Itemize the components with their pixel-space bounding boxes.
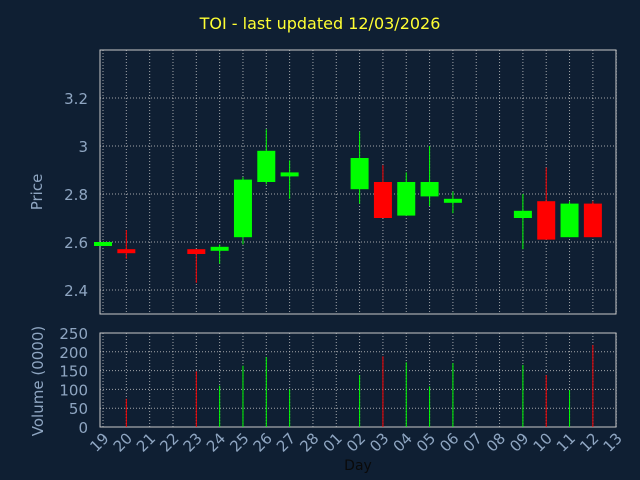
- x-tick-label: 09: [506, 429, 532, 455]
- candle-body: [350, 158, 369, 190]
- candle-body: [280, 172, 299, 177]
- candle-body: [187, 249, 206, 254]
- candle-body: [257, 150, 276, 182]
- x-tick-labels: 1920212223242526272801020304050607080910…: [86, 429, 625, 455]
- volume-axis-label: Volume (0000): [29, 325, 47, 437]
- x-tick-label: 28: [296, 429, 322, 455]
- x-tick-label: 03: [366, 429, 392, 455]
- price-tick-label: 2.4: [64, 282, 88, 300]
- x-tick-label: 27: [273, 429, 299, 455]
- candle-body: [420, 182, 439, 197]
- x-tick-label: 24: [203, 429, 229, 455]
- candle-body: [443, 198, 462, 203]
- x-tick-label: 13: [600, 429, 626, 455]
- candle-body: [513, 210, 532, 218]
- candle-body: [233, 179, 252, 238]
- chart-title: TOI - last updated 12/03/2026: [199, 14, 441, 33]
- x-tick-label: 19: [86, 429, 112, 455]
- x-tick-label: 25: [226, 429, 252, 455]
- candle-body: [560, 203, 579, 238]
- price-tick-label: 2.8: [64, 186, 88, 204]
- candle-body: [583, 203, 602, 238]
- x-tick-label: 07: [460, 429, 486, 455]
- candle-body: [537, 201, 556, 240]
- candle-body: [373, 182, 392, 218]
- volume-panel: [99, 332, 617, 428]
- volume-tick-label: 250: [59, 325, 88, 343]
- x-tick-label: 08: [483, 429, 509, 455]
- x-axis-label: Day: [344, 458, 372, 474]
- volume-tick-label: 200: [59, 344, 88, 362]
- volume-tick-label: 50: [69, 400, 88, 418]
- candle-body: [210, 246, 229, 251]
- x-tick-label: 22: [156, 429, 182, 455]
- x-tick-label: 21: [133, 429, 159, 455]
- price-tick-label: 3: [78, 138, 88, 156]
- x-tick-label: 04: [390, 429, 416, 455]
- x-tick-label: 05: [413, 429, 439, 455]
- candle-body: [397, 182, 416, 216]
- x-tick-label: 01: [320, 429, 346, 455]
- candles-group: [94, 129, 602, 283]
- volume-tick-label: 150: [59, 363, 88, 381]
- volume-tick-label: 100: [59, 381, 88, 399]
- price-tick-labels: 2.4 2.6 2.8 3 3.2: [64, 90, 88, 300]
- x-tick-label: 12: [576, 429, 602, 455]
- price-tick-label: 2.6: [64, 234, 88, 252]
- candle-body: [94, 242, 112, 246]
- x-tick-label: 11: [553, 429, 579, 455]
- x-tick-label: 23: [180, 429, 206, 455]
- x-tick-label: 26: [250, 429, 276, 455]
- candle-body: [117, 249, 136, 254]
- price-axis-label: Price: [28, 173, 46, 211]
- volume-bars-group: [125, 345, 594, 427]
- x-tick-label: 10: [530, 429, 556, 455]
- x-tick-label: 02: [343, 429, 369, 455]
- x-tick-label: 06: [436, 429, 462, 455]
- volume-tick-label: 0: [78, 419, 88, 437]
- price-tick-label: 3.2: [64, 90, 88, 108]
- x-tick-label: 20: [110, 429, 136, 455]
